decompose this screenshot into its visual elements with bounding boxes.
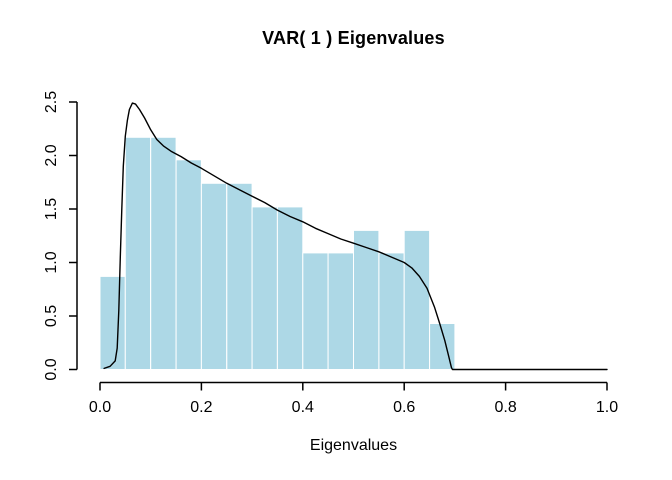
chart-title: VAR( 1 ) Eigenvalues [262, 28, 445, 48]
histogram-bar [353, 229, 380, 370]
histogram-bar [378, 252, 405, 370]
histogram-bar [327, 252, 355, 370]
x-tick-label: 1.0 [596, 399, 618, 416]
histogram-bar [200, 182, 228, 370]
histogram-bar [276, 206, 304, 370]
density-curve [103, 102, 608, 371]
x-axis-title: Eigenvalues [309, 437, 398, 454]
histogram-bar [99, 275, 126, 370]
x-tick-label: 0.2 [190, 399, 212, 416]
histogram-bar [124, 136, 152, 370]
y-tick-label: 1.5 [43, 198, 60, 220]
histogram-bar [251, 206, 278, 370]
y-tick-label: 2.0 [43, 144, 60, 166]
x-tick-label: 0.0 [89, 399, 111, 416]
y-tick-label: 2.5 [43, 91, 60, 113]
x-tick-label: 0.6 [393, 399, 415, 416]
y-tick-label: 0.5 [43, 305, 60, 327]
histogram-bar [302, 252, 329, 370]
histogram-bar [150, 136, 177, 370]
histogram-bar [226, 182, 253, 370]
x-tick-label: 0.8 [494, 399, 516, 416]
histogram-bar [403, 229, 431, 370]
y-tick-label: 0.0 [43, 358, 60, 380]
histogram-bar [175, 159, 202, 370]
x-tick-label: 0.4 [292, 399, 314, 416]
y-tick-label: 1.0 [43, 251, 60, 273]
